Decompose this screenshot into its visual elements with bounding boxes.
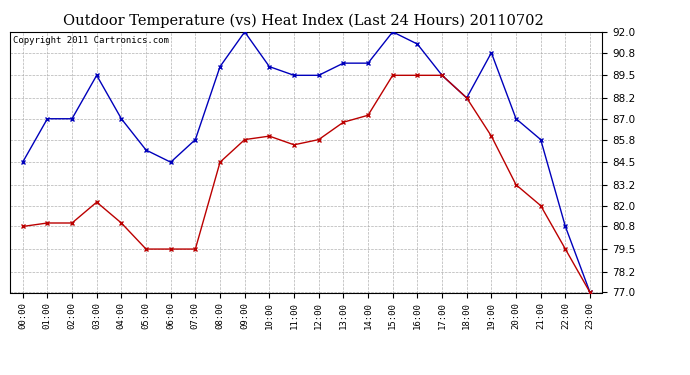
Text: Outdoor Temperature (vs) Heat Index (Last 24 Hours) 20110702: Outdoor Temperature (vs) Heat Index (Las… [63,13,544,27]
Text: Copyright 2011 Cartronics.com: Copyright 2011 Cartronics.com [13,36,169,45]
